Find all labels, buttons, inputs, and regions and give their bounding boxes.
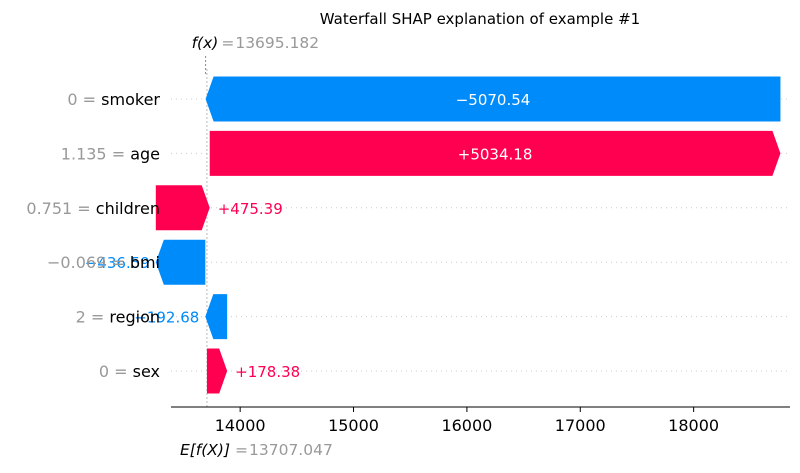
ylabel-children: 0.751 = children [26, 199, 160, 218]
base-label: E[f(X)] [180, 441, 230, 459]
ylabel-smoker: 0 = smoker [67, 90, 160, 109]
fx-value: 13695.182 [235, 34, 319, 52]
feature-name: bmi [130, 253, 160, 272]
bar-label-children: +475.39 [218, 200, 283, 218]
x-tick-label: 16000 [441, 416, 492, 435]
bars [155, 76, 781, 394]
reference-lines [205, 56, 208, 407]
base-value: 13707.047 [249, 441, 333, 459]
ylabel-bmi: −0.069 = bmi [47, 253, 160, 272]
bar-label-age: +5034.18 [458, 145, 533, 163]
x-tick-label: 15000 [328, 416, 379, 435]
feature-name: children [96, 199, 160, 218]
feature-name: region [109, 308, 160, 327]
fx-value-prefix: = [221, 34, 234, 52]
bar-labels: −5070.54 +5034.18 +475.39 −436.59 −192.68 +17… [85, 91, 533, 381]
base-value-annotation: E[f(X)] =13707.047 [180, 441, 333, 459]
ylabel-age: 1.135 = age [61, 144, 160, 163]
feature-name: age [130, 144, 160, 163]
feature-value: 0 = [99, 362, 133, 381]
bar-label-sex: +178.38 [235, 363, 300, 381]
bar-region [205, 294, 228, 340]
y-axis-labels: 0 = smoker 1.135 = age 0.751 = children −0.… [26, 90, 160, 381]
feature-name: smoker [101, 90, 160, 109]
x-tick-label: 18000 [668, 416, 719, 435]
chart-title: Waterfall SHAP explanation of example #1 [320, 10, 640, 28]
feature-value: 0 = [67, 90, 101, 109]
bar-age [209, 130, 781, 176]
bar-smoker [205, 76, 781, 122]
x-tick-label: 17000 [555, 416, 606, 435]
bar-bmi [155, 239, 206, 285]
bar-children [155, 185, 210, 231]
ylabel-sex: 0 = sex [99, 362, 160, 381]
feature-value: 1.135 = [61, 144, 130, 163]
fx-label: f(x) [192, 34, 219, 52]
bar-label-region: −192.68 [134, 309, 199, 327]
bar-label-smoker: −5070.54 [456, 91, 531, 109]
feature-value: −0.069 = [47, 253, 130, 272]
bar-label-bmi: −436.59 [85, 254, 150, 272]
x-axis: 14000 15000 16000 17000 18000 [171, 406, 790, 435]
bar-sex [206, 348, 228, 394]
base-value-prefix: = [235, 441, 248, 459]
feature-value: 2 = [76, 308, 110, 327]
feature-name: sex [133, 362, 160, 381]
x-tick-label: 14000 [215, 416, 266, 435]
feature-value: 0.751 = [26, 199, 95, 218]
fx-annotation: f(x) =13695.182 [192, 34, 320, 52]
ylabel-region: 2 = region [76, 308, 160, 327]
